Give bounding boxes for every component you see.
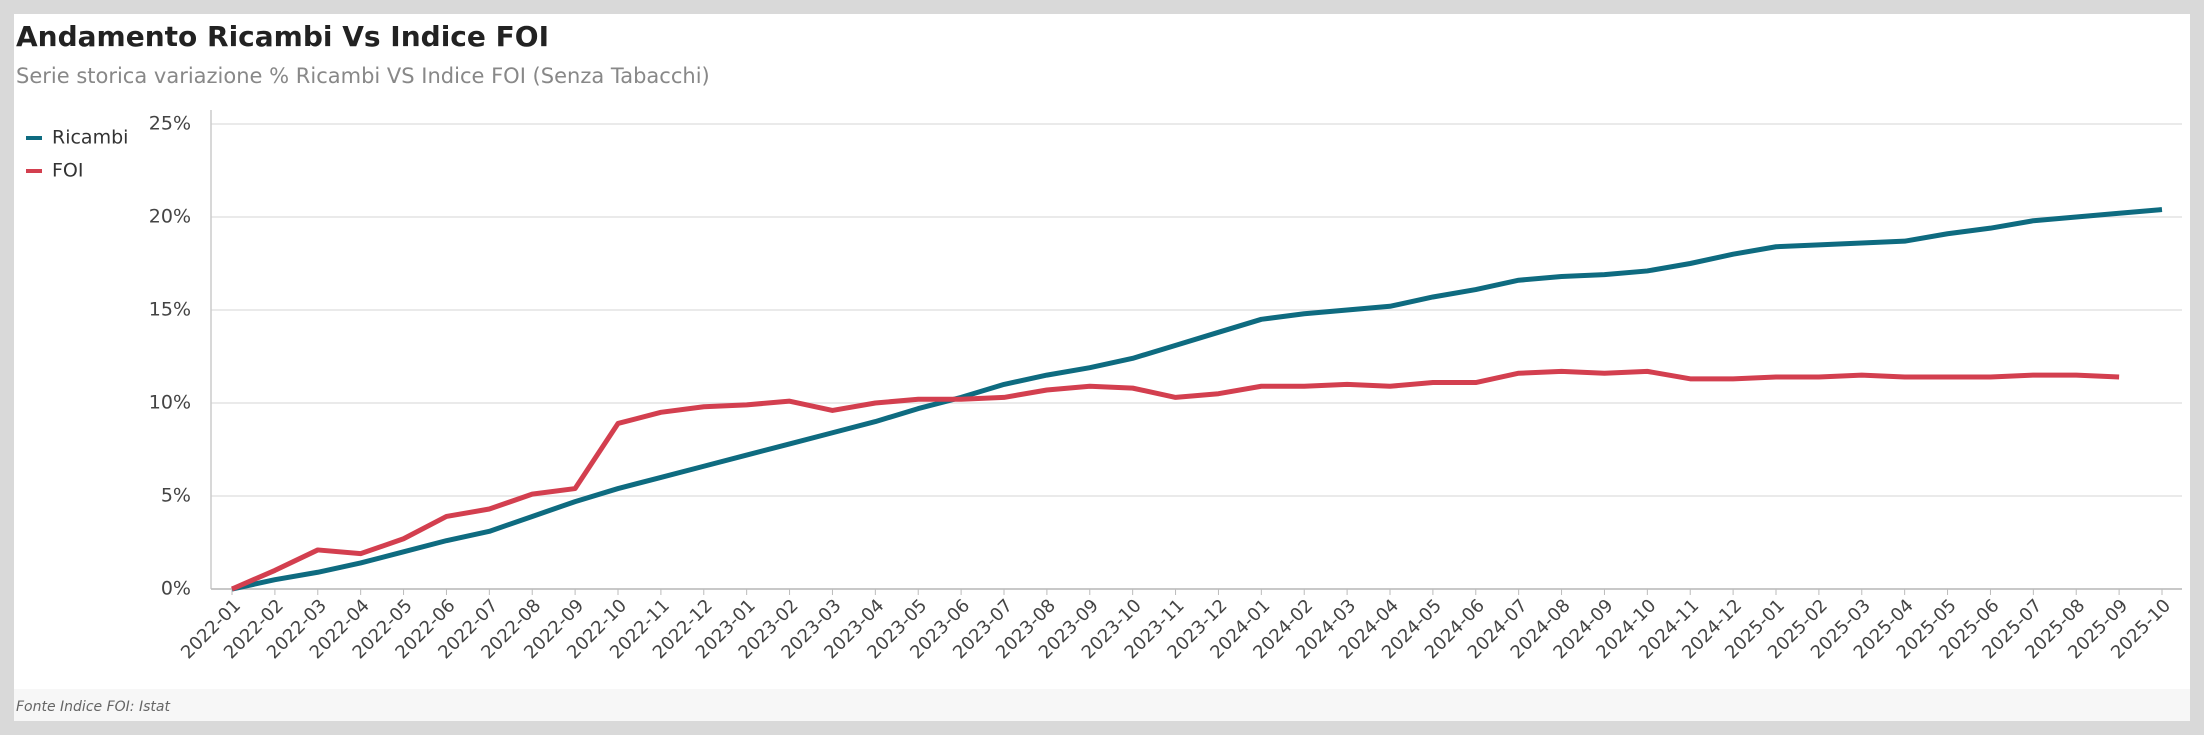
footer-band: [14, 689, 2190, 721]
series-line: [231, 368, 2120, 592]
legend-label: FOI: [52, 160, 84, 182]
chart-subtitle: Serie storica variazione % Ricambi VS In…: [16, 64, 710, 88]
y-tick-label: 5%: [161, 485, 191, 507]
chart-title: Andamento Ricambi Vs Indice FOI: [16, 20, 549, 53]
y-tick-label: 15%: [149, 299, 191, 321]
legend-label: Ricambi: [52, 127, 128, 149]
y-tick-label: 20%: [149, 206, 191, 228]
y-tick-label: 0%: [161, 578, 191, 600]
y-tick-label: 25%: [149, 113, 191, 135]
y-tick-label: 10%: [149, 392, 191, 414]
source-note: Fonte Indice FOI: Istat: [16, 699, 170, 715]
series-line: [231, 207, 2163, 592]
